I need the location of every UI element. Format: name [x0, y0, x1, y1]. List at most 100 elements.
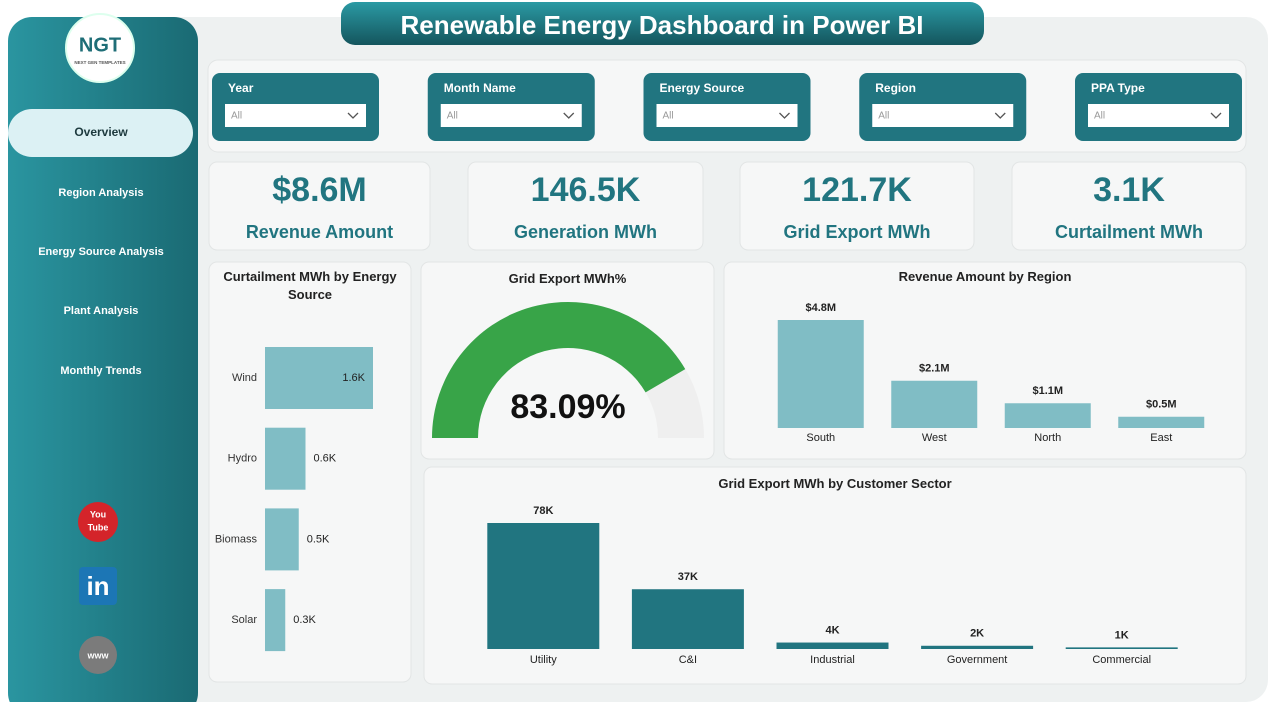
chart-panel	[420, 261, 715, 460]
filter-dropdown[interactable]	[872, 104, 1014, 127]
kpi-label: Curtailment MWh	[1055, 222, 1203, 242]
panel-title-box: Revenue Amount by Region	[898, 269, 1072, 284]
panel-title-box: Grid Export MWh by Customer Sector	[718, 476, 952, 491]
linkedin-text: in	[86, 571, 109, 601]
value-label: 0.3K	[293, 614, 316, 626]
filter-label: Year	[228, 81, 254, 95]
value-label: $1.1M	[1032, 385, 1063, 397]
category-label: Industrial	[810, 654, 855, 666]
kpi-card	[467, 161, 704, 251]
category-label: Solar	[231, 614, 257, 626]
filter-label: Energy Source	[660, 81, 745, 95]
kpi-value: $8.6M	[272, 171, 367, 209]
category-label: C&I	[679, 654, 697, 666]
nav-item[interactable]: Region Analysis	[58, 187, 143, 199]
youtube-text: You	[90, 509, 106, 519]
value-label: 0.6K	[314, 453, 337, 465]
category-label: Commercial	[1092, 654, 1151, 666]
sidebar	[8, 17, 198, 702]
value-label: 2K	[970, 628, 984, 640]
bar	[265, 508, 299, 571]
bar	[921, 645, 1034, 649]
panel-title-box: Grid Export MWh%	[509, 271, 627, 286]
kpi-label: Generation MWh	[514, 222, 657, 242]
gauge-fill	[432, 302, 686, 438]
chart-panel	[423, 466, 1247, 685]
value-label: $0.5M	[1146, 399, 1177, 411]
filter-dropdown[interactable]	[656, 104, 798, 127]
filter-value[interactable]: All	[1094, 111, 1105, 122]
bar	[891, 380, 978, 428]
category-label: South	[806, 432, 835, 444]
nav-item[interactable]: Overview	[74, 125, 128, 139]
category-label: Government	[947, 654, 1008, 666]
bar	[1118, 416, 1205, 428]
web-text: www	[86, 650, 109, 660]
kpi-value: 146.5K	[531, 171, 641, 209]
nav-item[interactable]: Monthly Trends	[60, 365, 141, 377]
filter-dropdown[interactable]	[440, 104, 582, 127]
bar	[265, 347, 373, 409]
nav-active[interactable]	[8, 109, 193, 157]
web-icon[interactable]	[79, 636, 117, 674]
value-label: 1.6K	[342, 372, 365, 384]
logo-text: NGT	[79, 34, 121, 56]
youtube-icon[interactable]	[78, 502, 118, 542]
filter-value[interactable]: All	[878, 111, 889, 122]
kpi-card	[739, 161, 975, 251]
linkedin-icon[interactable]	[79, 567, 117, 605]
youtube-text: Tube	[88, 522, 109, 532]
bar	[777, 320, 864, 428]
kpi-value: 3.1K	[1093, 171, 1165, 209]
title-banner	[341, 2, 984, 45]
value-label: $4.8M	[805, 302, 836, 314]
value-label: 78K	[533, 505, 553, 517]
category-label: West	[922, 432, 947, 444]
kpi-value: 121.7K	[802, 171, 912, 209]
nav-item[interactable]: Energy Source Analysis	[38, 246, 164, 258]
kpi-card	[208, 161, 431, 251]
kpi-label: Grid Export MWh	[784, 222, 931, 242]
value-label: 37K	[678, 571, 698, 583]
logo	[65, 13, 135, 83]
dropdown-chevron	[347, 112, 359, 119]
chart-title: Grid Export MWh by Customer Sector	[718, 476, 952, 491]
bar	[631, 589, 744, 649]
filter-label: Month Name	[444, 81, 516, 95]
category-label: Wind	[232, 372, 257, 384]
category-label: North	[1034, 432, 1061, 444]
filter-value[interactable]: All	[447, 111, 458, 122]
panel-title-box: Curtailment MWh by Energy Source	[223, 269, 397, 302]
filter-value[interactable]: All	[663, 111, 674, 122]
dropdown-chevron	[994, 112, 1006, 119]
kpi-card	[1011, 161, 1247, 251]
logo-subtitle: NEXT GEN TEMPLATES	[74, 60, 125, 65]
chart-title: Curtailment MWh by Energy Source	[223, 269, 397, 302]
filter-dropdown[interactable]	[225, 104, 366, 127]
value-label: 0.5K	[307, 533, 330, 545]
filter-dropdown[interactable]	[1088, 104, 1229, 127]
bar	[1065, 647, 1178, 649]
category-label: Utility	[530, 654, 557, 666]
dropdown-chevron	[1210, 112, 1222, 119]
filter-label: Region	[875, 81, 916, 95]
bar	[1004, 403, 1091, 428]
value-label: 1K	[1115, 629, 1129, 641]
bar	[487, 523, 600, 649]
bar	[776, 642, 889, 649]
bar	[265, 427, 306, 490]
value-label: 4K	[825, 624, 839, 636]
filter-value[interactable]: All	[231, 111, 242, 122]
value-label: $2.1M	[919, 363, 950, 375]
kpi-label: Revenue Amount	[246, 222, 393, 242]
bar	[265, 589, 286, 652]
category-label: East	[1150, 432, 1172, 444]
gauge-value: 83.09%	[510, 388, 625, 426]
chart-title: Revenue Amount by Region	[898, 269, 1072, 284]
filter-label: PPA Type	[1091, 81, 1145, 95]
nav-item[interactable]: Plant Analysis	[64, 305, 139, 317]
category-label: Biomass	[215, 533, 258, 545]
